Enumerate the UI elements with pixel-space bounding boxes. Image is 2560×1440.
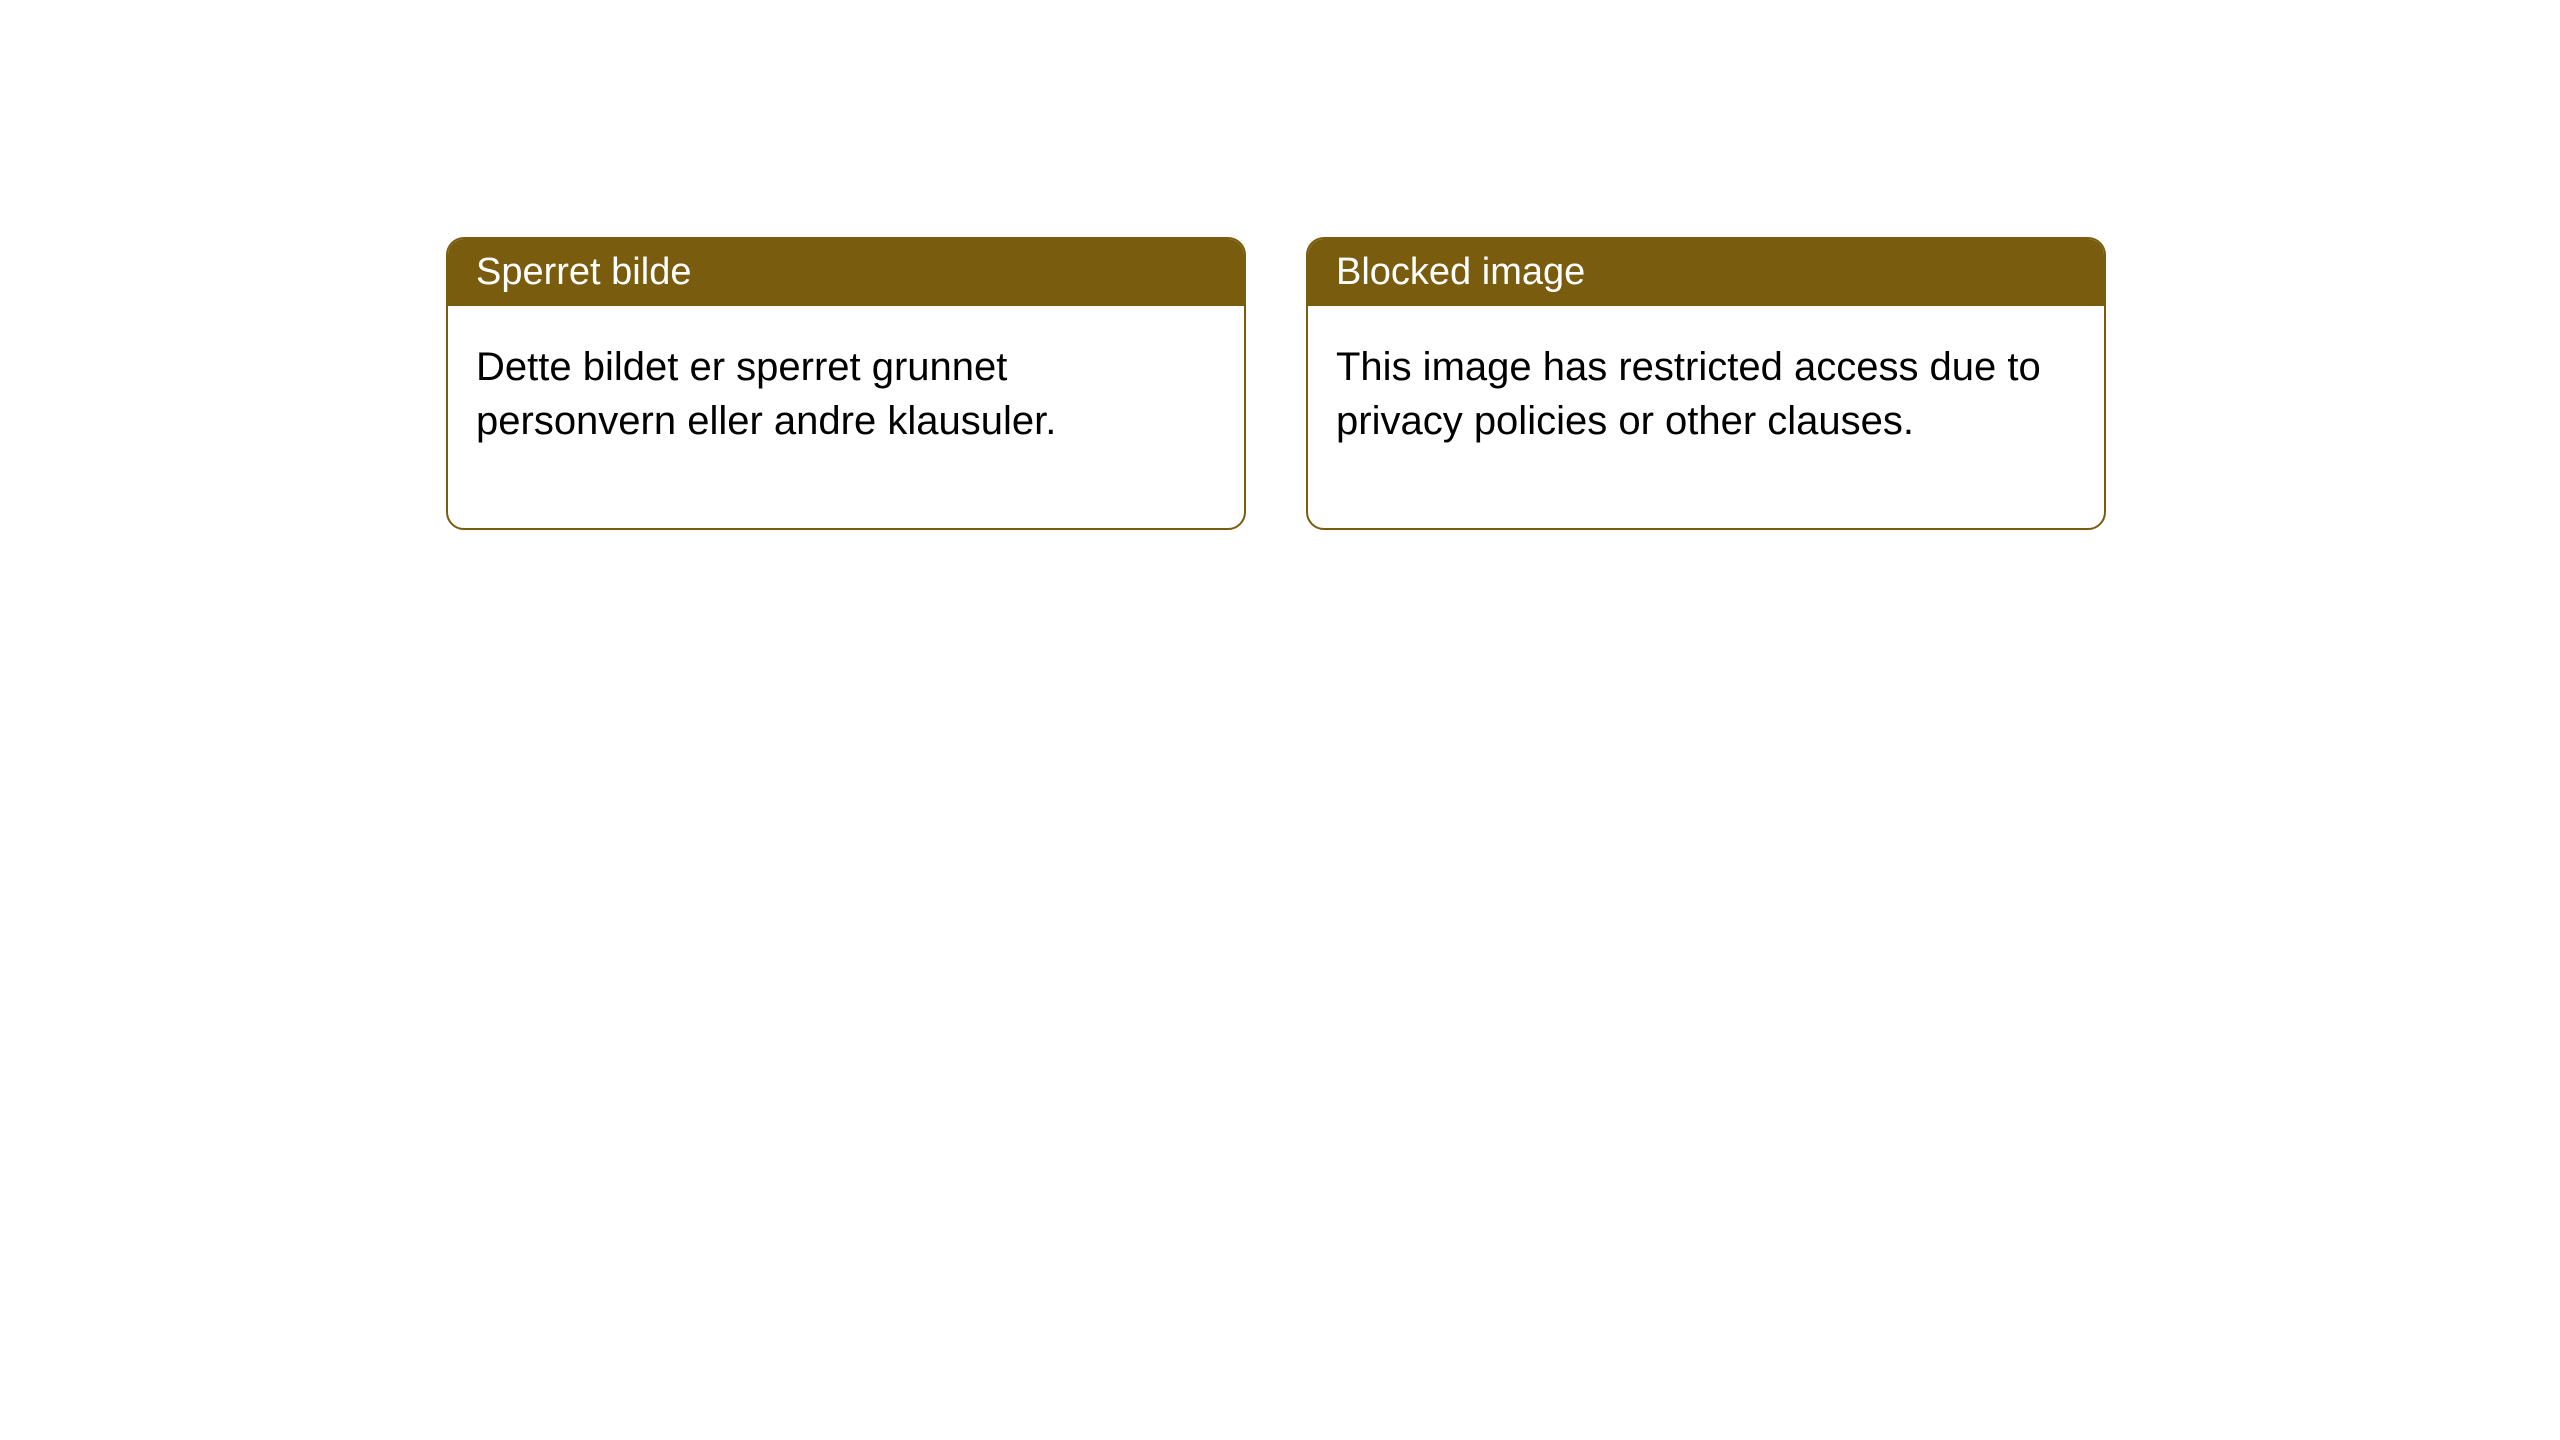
notice-body-norwegian: Dette bildet er sperret grunnet personve… <box>448 306 1244 528</box>
notice-card-norwegian: Sperret bilde Dette bildet er sperret gr… <box>446 237 1246 530</box>
notice-header-english: Blocked image <box>1308 239 2104 306</box>
notice-card-english: Blocked image This image has restricted … <box>1306 237 2106 530</box>
notice-container: Sperret bilde Dette bildet er sperret gr… <box>446 237 2106 530</box>
notice-body-english: This image has restricted access due to … <box>1308 306 2104 528</box>
notice-header-norwegian: Sperret bilde <box>448 239 1244 306</box>
